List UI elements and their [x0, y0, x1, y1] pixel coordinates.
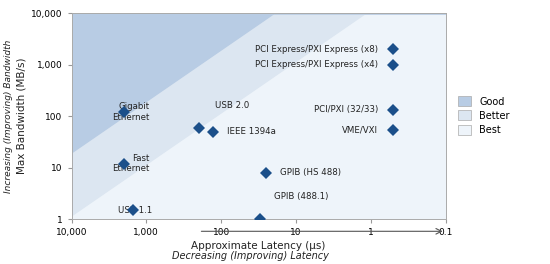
Text: USB 1.1: USB 1.1	[118, 206, 152, 215]
Y-axis label: Max Bandwidth (MB/s): Max Bandwidth (MB/s)	[17, 58, 27, 175]
Text: PCI/PXI (32/33): PCI/PXI (32/33)	[314, 105, 378, 115]
Text: PCI Express/PXI Express (x8): PCI Express/PXI Express (x8)	[255, 45, 378, 54]
Text: Increasing (Improving) Bandwidth: Increasing (Improving) Bandwidth	[4, 40, 13, 193]
Text: USB 2.0: USB 2.0	[215, 101, 250, 110]
Legend: Good, Better, Best: Good, Better, Best	[458, 96, 510, 135]
Text: Gigabit
Ethernet: Gigabit Ethernet	[112, 102, 150, 122]
Text: IEEE 1394a: IEEE 1394a	[227, 127, 276, 136]
Text: VME/VXI: VME/VXI	[342, 125, 378, 134]
Text: GPIB (HS 488): GPIB (HS 488)	[280, 168, 341, 177]
Text: GPIB (488.1): GPIB (488.1)	[274, 192, 328, 201]
X-axis label: Approximate Latency (μs): Approximate Latency (μs)	[191, 241, 326, 251]
Text: Decreasing (Improving) Latency: Decreasing (Improving) Latency	[172, 251, 329, 261]
Text: Fast
Ethernet: Fast Ethernet	[112, 154, 150, 173]
Text: PCI Express/PXI Express (x4): PCI Express/PXI Express (x4)	[255, 60, 378, 69]
